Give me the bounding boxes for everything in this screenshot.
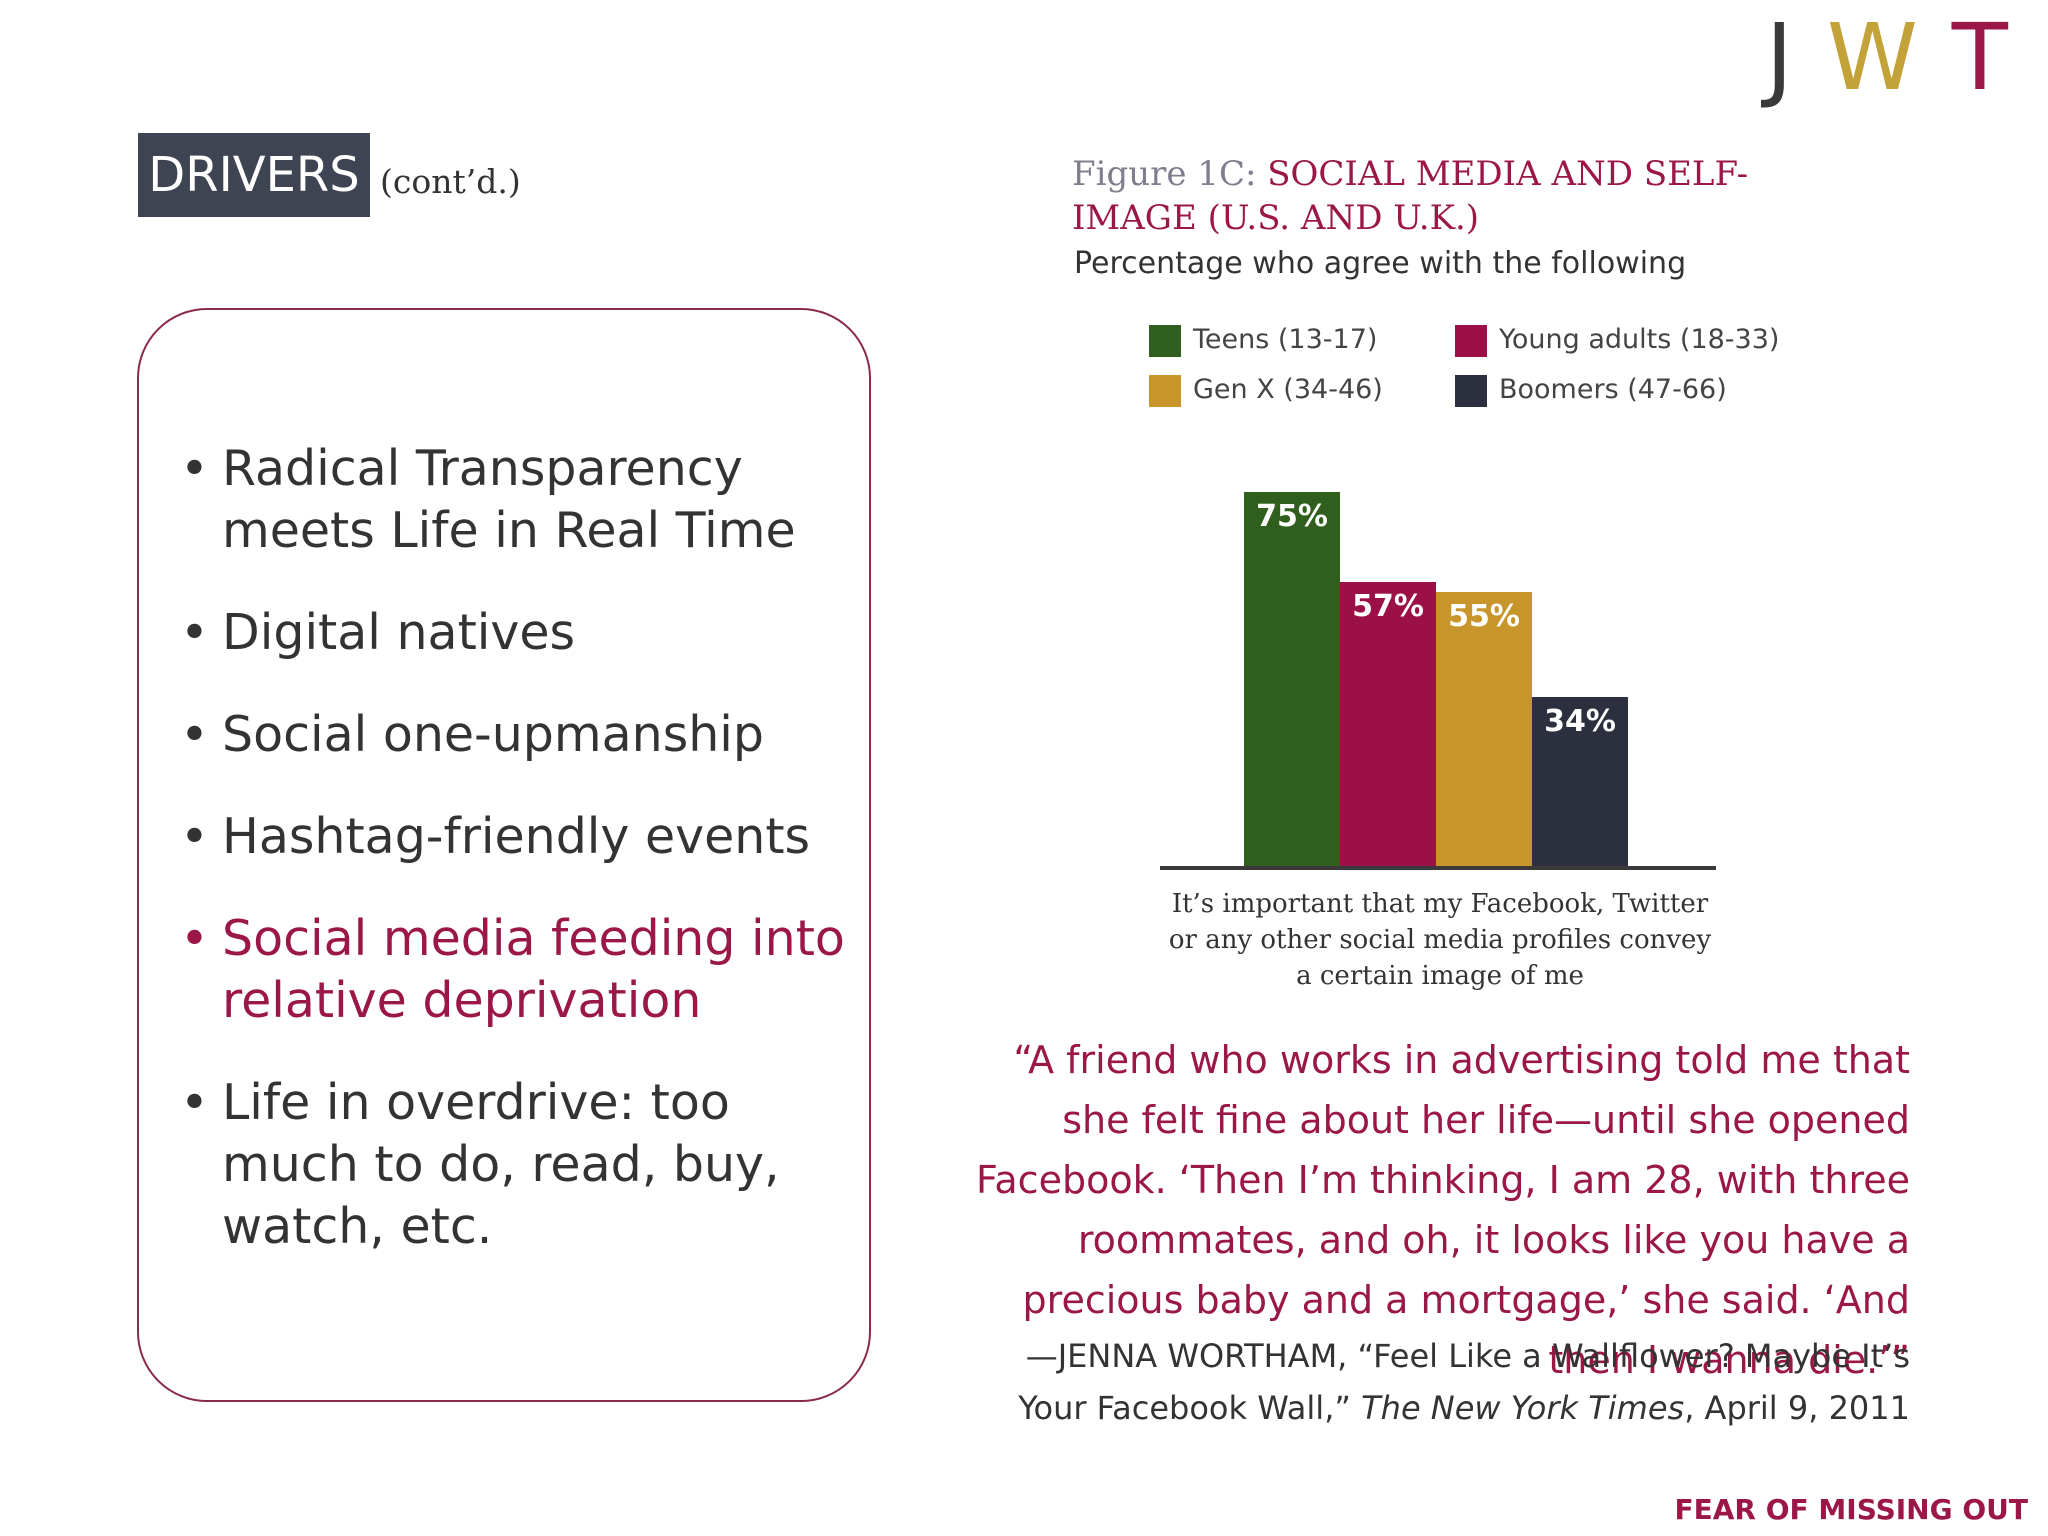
- bar-3: [1532, 697, 1628, 867]
- legend-swatch: [1455, 324, 1487, 357]
- bullet-item: Social media feeding into relative depri…: [180, 908, 870, 1032]
- legend-label: Boomers (47-66): [1499, 374, 1727, 405]
- legend-item: Gen X (34-46): [1149, 374, 1383, 407]
- contd-label: (cont’d.): [380, 162, 521, 201]
- chart-category-label: It’s important that my Facebook, Twitter…: [1168, 889, 1712, 991]
- figure-label: Figure 1C:: [1072, 154, 1268, 194]
- bullet-item: Hashtag-friendly events: [180, 806, 870, 868]
- legend-swatch: [1455, 374, 1487, 407]
- legend-item: Boomers (47-66): [1455, 374, 1727, 407]
- bullet-item: Radical Transparency meets Life in Real …: [180, 438, 870, 562]
- drivers-list: Radical Transparency meets Life in Real …: [180, 438, 870, 1298]
- attribution-source: The New York Times: [1361, 1389, 1685, 1427]
- bar-1: [1340, 582, 1436, 867]
- jwt-logo: JWT: [1766, 4, 2042, 111]
- quote-attribution: —JENNA WORTHAM, “Feel Like a Wallflower?…: [976, 1330, 1910, 1434]
- legend-swatch: [1149, 324, 1181, 357]
- bar-value-label: 57%: [1352, 589, 1424, 624]
- figure-title: Figure 1C: SOCIAL MEDIA AND SELF-IMAGE (…: [1072, 152, 1832, 240]
- bar-value-label: 75%: [1256, 499, 1328, 534]
- figure-title-text: SOCIAL MEDIA AND SELF-IMAGE (U.S. AND U.…: [1072, 154, 1749, 238]
- attribution-date: , April 9, 2011: [1684, 1389, 1910, 1427]
- legend-label: Young adults (18-33): [1499, 324, 1780, 355]
- bar-value-label: 34%: [1544, 704, 1616, 739]
- bar-2: [1436, 592, 1532, 867]
- figure-subtitle: Percentage who agree with the following: [1074, 246, 1687, 281]
- drivers-box: [137, 308, 871, 1402]
- legend-item: Young adults (18-33): [1455, 324, 1779, 357]
- legend-swatch: [1149, 374, 1181, 407]
- logo-letter-t: T: [1951, 4, 2042, 111]
- bullet-item: Life in overdrive: too much to do, read,…: [180, 1072, 870, 1258]
- quote-text: “A friend who works in advertising told …: [976, 1038, 1910, 1382]
- x-axis-line: [1160, 866, 1716, 870]
- attribution-text: —JENNA WORTHAM, “Feel Like a Wallflower?…: [1018, 1337, 1910, 1427]
- legend-item: Teens (13-17): [1149, 324, 1377, 357]
- footer-title: FEAR OF MISSING OUT: [1674, 1493, 2029, 1526]
- bar-chart: 75% 57% 55% 34%: [1160, 470, 1720, 870]
- bullet-item: Social one-upmanship: [180, 704, 870, 766]
- legend-label: Teens (13-17): [1193, 324, 1378, 355]
- bar-0: [1244, 492, 1340, 867]
- legend-label: Gen X (34-46): [1193, 374, 1383, 405]
- drivers-badge: DRIVERS: [138, 133, 370, 217]
- logo-letter-j: J: [1765, 4, 1827, 111]
- logo-letter-w: W: [1826, 4, 1952, 111]
- bar-value-label: 55%: [1448, 599, 1520, 634]
- chart-legend: Teens (13-17) Young adults (18-33) Gen X (…: [1149, 324, 1789, 414]
- bullet-item: Digital natives: [180, 602, 870, 664]
